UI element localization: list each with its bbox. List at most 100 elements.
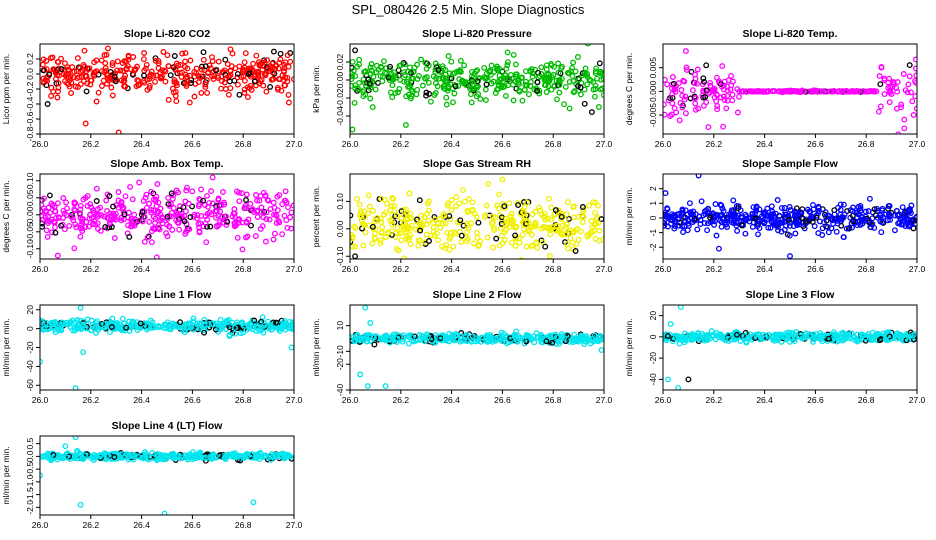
data-point: [206, 62, 213, 69]
data-point: [350, 76, 355, 83]
data-point: [496, 334, 502, 341]
data-point: [173, 98, 180, 105]
data-point: [351, 99, 358, 106]
plot-frame: [349, 304, 605, 391]
data-point: [388, 333, 395, 340]
overlay-point: [248, 222, 254, 229]
data-point: [377, 240, 384, 247]
x-tick-label: 26.4: [443, 264, 460, 274]
data-point: [173, 212, 180, 219]
overlay-point: [207, 223, 214, 230]
y-tick-label: -0.5: [25, 462, 35, 477]
overlay-point: [572, 248, 579, 254]
data-point: [367, 332, 374, 339]
data-point: [714, 92, 721, 99]
data-point: [779, 88, 786, 95]
data-point: [754, 221, 761, 228]
data-point: [350, 73, 355, 80]
data-point: [44, 454, 51, 461]
data-point: [546, 253, 553, 259]
data-point: [801, 331, 808, 338]
data-point: [52, 224, 58, 231]
data-point: [736, 93, 742, 100]
data-point: [245, 216, 252, 223]
data-point: [442, 335, 449, 342]
data-point: [456, 76, 463, 83]
data-point: [169, 323, 176, 330]
data-point: [461, 62, 468, 69]
data-point: [194, 212, 201, 219]
data-point: [77, 215, 84, 222]
data-point: [813, 212, 820, 219]
overlay-point: [702, 94, 709, 101]
outlier-point: [367, 320, 374, 326]
x-tick-label: 26.8: [235, 395, 252, 405]
data-point: [895, 131, 902, 134]
data-point: [509, 75, 516, 82]
data-point: [215, 58, 222, 65]
data-point: [157, 69, 164, 76]
data-point: [120, 68, 127, 74]
data-point: [77, 202, 84, 209]
data-point: [834, 220, 841, 227]
data-point: [194, 452, 201, 459]
data-point: [539, 239, 546, 246]
data-point: [886, 75, 893, 82]
data-point: [698, 198, 705, 205]
data-point: [877, 103, 884, 110]
x-tick-label: 27.0: [596, 264, 613, 274]
data-point: [63, 454, 70, 461]
data-point: [208, 188, 215, 195]
x-tick-label: 26.0: [32, 395, 49, 405]
data-point: [350, 70, 355, 77]
data-point: [415, 72, 422, 79]
overlay-point: [270, 48, 277, 55]
data-point: [913, 79, 917, 86]
data-point: [179, 50, 186, 57]
data-point: [511, 333, 518, 340]
data-point: [481, 64, 488, 71]
y-tick-label: -0.6: [25, 111, 35, 126]
data-point: [191, 324, 198, 331]
overlay-point: [695, 338, 702, 345]
data-point: [755, 331, 762, 338]
data-point: [405, 340, 412, 347]
data-point: [715, 78, 722, 85]
data-point: [377, 237, 384, 244]
y-tick-label: -40: [335, 384, 345, 397]
data-point: [100, 77, 107, 84]
data-point: [424, 221, 430, 228]
data-point: [118, 198, 125, 205]
data-point: [401, 212, 408, 219]
data-point: [519, 97, 526, 104]
data-point: [558, 75, 565, 82]
scatter-points: [40, 174, 294, 259]
data-point: [132, 452, 139, 459]
y-tick-label: -1.0: [25, 474, 35, 489]
data-point: [457, 57, 464, 64]
data-point: [250, 60, 257, 67]
data-point: [268, 326, 275, 333]
data-point: [786, 219, 793, 226]
data-point: [417, 237, 424, 244]
outlier-point: [682, 48, 689, 55]
data-point: [855, 203, 862, 210]
overlay-point: [200, 197, 207, 204]
data-point: [865, 208, 872, 215]
data-point: [775, 88, 782, 95]
data-point: [791, 338, 798, 345]
outlier-point: [685, 376, 692, 383]
data-point: [267, 456, 274, 463]
data-point: [356, 201, 363, 208]
data-point: [139, 454, 146, 461]
overlay-point: [407, 69, 414, 76]
data-point: [395, 247, 402, 254]
data-point: [352, 243, 359, 250]
data-point: [148, 68, 155, 75]
data-point: [118, 217, 125, 224]
data-point: [672, 334, 679, 341]
data-point: [374, 215, 380, 221]
data-point: [442, 77, 449, 84]
y-axis-label: kPa per min.: [311, 65, 321, 113]
overlay-point: [200, 49, 207, 56]
